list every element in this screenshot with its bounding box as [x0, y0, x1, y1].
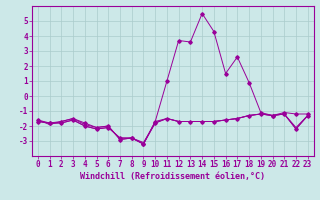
X-axis label: Windchill (Refroidissement éolien,°C): Windchill (Refroidissement éolien,°C): [80, 172, 265, 181]
